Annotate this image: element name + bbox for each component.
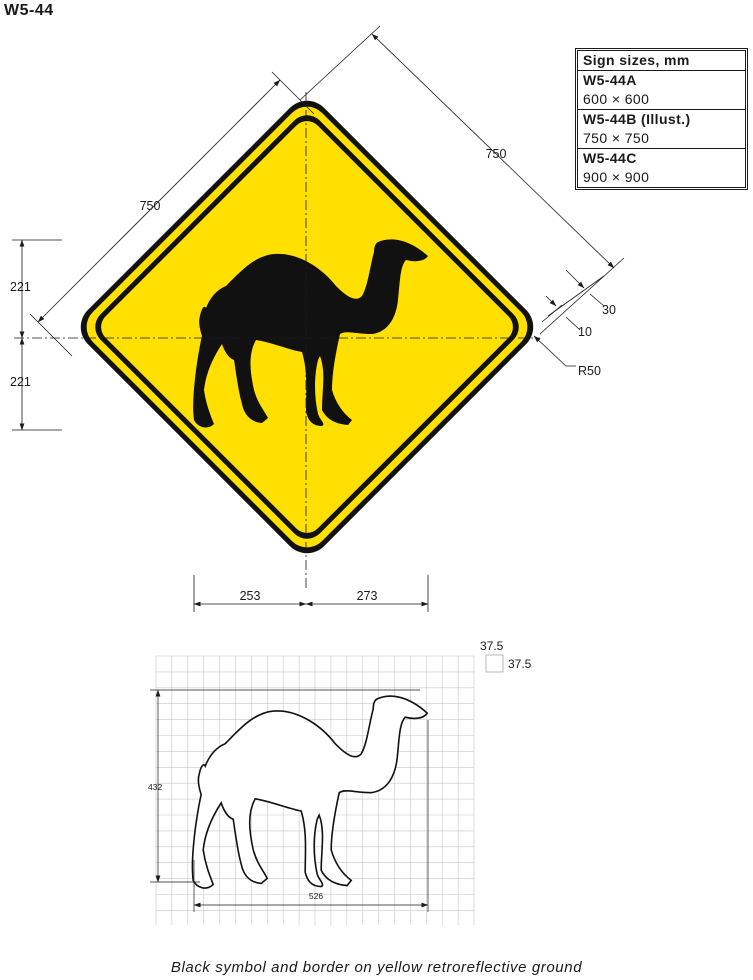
dim-radius-leader xyxy=(533,335,576,367)
grid-cell-legend xyxy=(485,654,504,673)
label-symbol-height: 432 xyxy=(148,782,162,792)
label-corner-radius: R50 xyxy=(578,364,601,378)
label-symbol-width: 526 xyxy=(309,891,323,901)
dim-side-left xyxy=(37,79,281,323)
dim-side-right xyxy=(371,33,615,269)
label-base-left: 253 xyxy=(240,589,261,603)
dimension-lines xyxy=(12,25,625,612)
label-border-outer: 30 xyxy=(602,303,616,317)
label-base-right: 273 xyxy=(357,589,378,603)
dim-border-inner xyxy=(545,295,557,307)
label-side-right: 750 xyxy=(486,147,507,161)
label-half-lower: 221 xyxy=(10,375,31,389)
symbol-grid-detail: 432 526 37.5 37.5 xyxy=(148,639,532,925)
label-cell-width: 37.5 xyxy=(480,639,504,653)
dim-border-outer xyxy=(565,269,585,289)
sign-code: W5-44 xyxy=(4,2,54,19)
centre-lines xyxy=(14,92,540,590)
label-cell-height: 37.5 xyxy=(508,657,532,671)
label-half-upper: 221 xyxy=(10,280,31,294)
camel-outline xyxy=(191,695,429,889)
dimension-labels: 750 750 221 221 253 273 30 10 R50 xyxy=(10,147,616,603)
label-side-left: 750 xyxy=(140,199,161,213)
warning-sign xyxy=(80,100,534,554)
label-border-inner: 10 xyxy=(578,325,592,339)
caption: Black symbol and border on yellow retror… xyxy=(170,959,583,976)
